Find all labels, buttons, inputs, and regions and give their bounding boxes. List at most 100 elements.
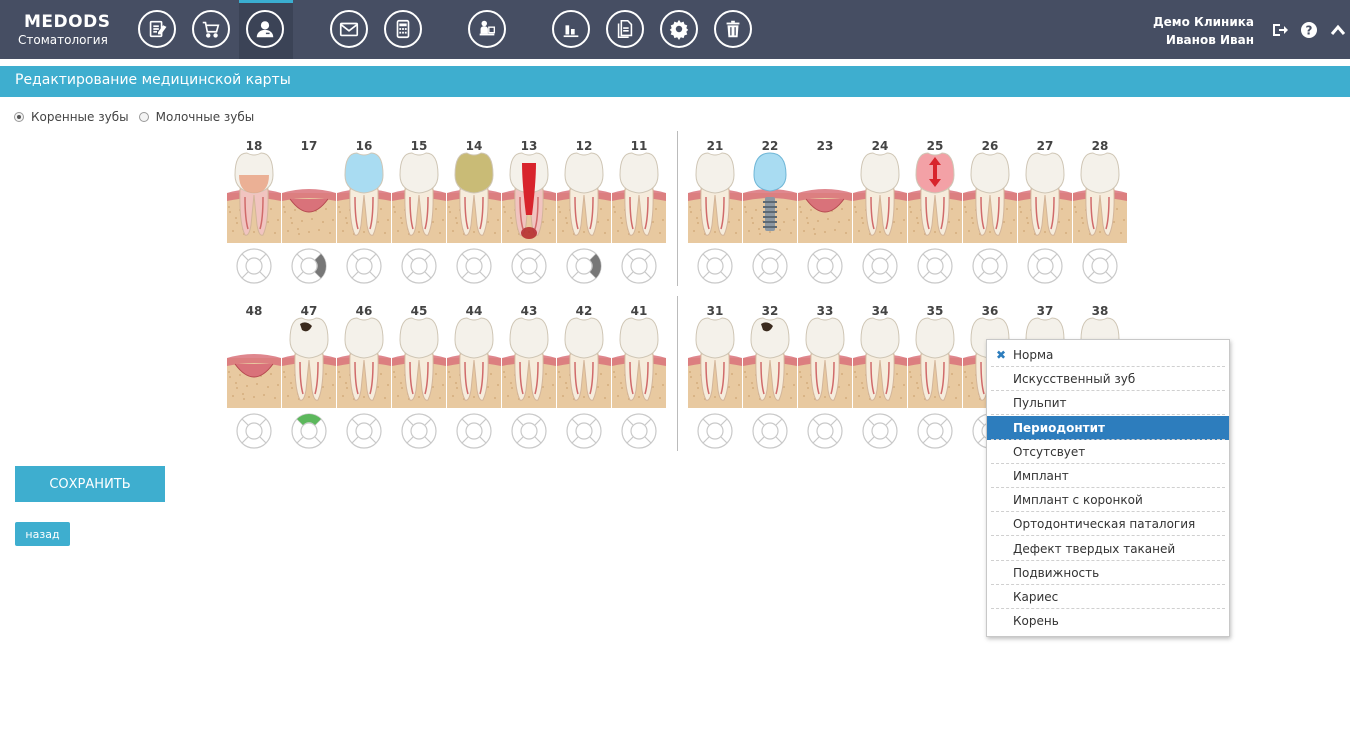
menu-item-8[interactable]: Дефект твердых таканей (987, 537, 1229, 561)
tooth-surface-diagram-45[interactable] (400, 412, 438, 450)
tooth-43[interactable] (502, 310, 556, 410)
radio-permanent-teeth[interactable] (14, 112, 24, 122)
tooth-22[interactable] (743, 145, 797, 245)
chevron-up-icon[interactable] (1329, 21, 1347, 39)
tooth-surface-diagram-11[interactable] (620, 247, 658, 285)
tooth-surface-diagram-21[interactable] (696, 247, 734, 285)
cart-icon[interactable] (192, 10, 230, 48)
tooth-35[interactable] (908, 310, 962, 410)
mail-icon[interactable] (330, 10, 368, 48)
tooth-surface-diagram-35[interactable] (916, 412, 954, 450)
radio-permanent-label[interactable]: Коренные зубы (31, 110, 129, 124)
tooth-25[interactable] (908, 145, 962, 245)
chart-bars-icon[interactable] (552, 10, 590, 48)
tooth-13[interactable] (502, 145, 556, 245)
tooth-surface-diagram-17[interactable] (290, 247, 328, 285)
menu-item-9[interactable]: Подвижность (987, 561, 1229, 585)
tooth-surface-diagram-15[interactable] (400, 247, 438, 285)
menu-item-label: Корень (1013, 614, 1059, 629)
tooth-15[interactable] (392, 145, 446, 245)
save-button[interactable]: СОХРАНИТЬ (15, 466, 165, 502)
tooth-16[interactable] (337, 145, 391, 245)
tooth-surface-diagram-13[interactable] (510, 247, 548, 285)
tooth-surface-diagram-26[interactable] (971, 247, 1009, 285)
menu-item-5[interactable]: Имплант (987, 464, 1229, 488)
tooth-32[interactable] (743, 310, 797, 410)
tooth-surface-diagram-18[interactable] (235, 247, 273, 285)
menu-separator (991, 583, 1225, 585)
tooth-surface-diagram-47[interactable] (290, 412, 328, 450)
doctor-desk-icon[interactable] (468, 10, 506, 48)
tooth-surface-diagram-32[interactable] (751, 412, 789, 450)
tooth-surface-diagram-44[interactable] (455, 412, 493, 450)
radio-baby-label[interactable]: Молочные зубы (155, 110, 255, 124)
calculator-icon[interactable] (384, 10, 422, 48)
tooth-28[interactable] (1073, 145, 1127, 245)
tooth-surface-diagram-14[interactable] (455, 247, 493, 285)
tooth-surface-diagram-28[interactable] (1081, 247, 1119, 285)
tooth-surface-diagram-31[interactable] (696, 412, 734, 450)
tooth-14[interactable] (447, 145, 501, 245)
menu-separator (991, 438, 1225, 440)
tooth-surface-diagram-42[interactable] (565, 412, 603, 450)
tooth-44[interactable] (447, 310, 501, 410)
tooth-31[interactable] (688, 310, 742, 410)
menu-item-2[interactable]: Пульпит (987, 391, 1229, 416)
tooth-surface-diagram-33[interactable] (806, 412, 844, 450)
tooth-48[interactable] (227, 310, 281, 410)
tooth-34[interactable] (853, 310, 907, 410)
user-icon[interactable] (246, 10, 284, 48)
tooth-surface-diagram-27[interactable] (1026, 247, 1064, 285)
tooth-surface-diagram-16[interactable] (345, 247, 383, 285)
tooth-18[interactable] (227, 145, 281, 245)
menu-item-7[interactable]: Ортодонтическая паталогия (987, 512, 1229, 537)
help-icon[interactable]: ? (1300, 21, 1318, 39)
tooth-45[interactable] (392, 310, 446, 410)
trash-icon[interactable] (714, 10, 752, 48)
tooth-42[interactable] (557, 310, 611, 410)
tooth-number-25: 25 (926, 139, 944, 153)
brand-logo[interactable]: MEDODS Стоматология (18, 12, 110, 47)
tooth-surface-diagram-48[interactable] (235, 412, 273, 450)
gear-icon[interactable] (660, 10, 698, 48)
logout-icon[interactable] (1271, 21, 1289, 39)
tooth-47[interactable] (282, 310, 336, 410)
tooth-surface-diagram-41[interactable] (620, 412, 658, 450)
tooth-surface-diagram-24[interactable] (861, 247, 899, 285)
tooth-surface-diagram-23[interactable] (806, 247, 844, 285)
tooth-surface-diagram-12[interactable] (565, 247, 603, 285)
menu-item-label: Искусственный зуб (1013, 372, 1136, 387)
menu-item-4[interactable]: Отсутсвует (987, 440, 1229, 464)
back-button[interactable]: назад (15, 522, 70, 546)
tooth-surface-diagram-34[interactable] (861, 412, 899, 450)
tooth-12[interactable] (557, 145, 611, 245)
documents-icon[interactable] (606, 10, 644, 48)
tooth-number-14: 14 (465, 139, 483, 153)
tooth-33[interactable] (798, 310, 852, 410)
menu-item-11[interactable]: Корень (987, 609, 1229, 633)
tooth-surface-diagram-22[interactable] (751, 247, 789, 285)
tooth-41[interactable] (612, 310, 666, 410)
menu-item-6[interactable]: Имплант с коронкой (987, 488, 1229, 513)
edit-document-icon[interactable] (138, 10, 176, 48)
radio-baby-teeth[interactable] (138, 112, 149, 122)
tooth-surface-diagram-43[interactable] (510, 412, 548, 450)
tooth-24[interactable] (853, 145, 907, 245)
tooth-11[interactable] (612, 145, 666, 245)
tooth-46[interactable] (337, 310, 391, 410)
tooth-23[interactable] (798, 145, 852, 245)
tooth-27[interactable] (1018, 145, 1072, 245)
menu-item-1[interactable]: Искусственный зуб (987, 367, 1229, 392)
menu-item-label: Периодонтит (1013, 420, 1105, 435)
menu-item-10[interactable]: Кариес (987, 585, 1229, 609)
menu-item-0[interactable]: ✖ Норма (987, 343, 1229, 367)
tooth-21[interactable] (688, 145, 742, 245)
menu-item-3[interactable]: Периодонтит (987, 415, 1229, 440)
tooth-surface-diagram-46[interactable] (345, 412, 383, 450)
user-info[interactable]: Демо Клиника Иванов Иван (1153, 13, 1254, 49)
header-separator (0, 59, 1350, 66)
tooth-surface-diagram-25[interactable] (916, 247, 954, 285)
tooth-17[interactable] (282, 145, 336, 245)
top-navigation-bar: MEDODS Стоматология Демо Клиника Иванов … (0, 0, 1350, 59)
tooth-26[interactable] (963, 145, 1017, 245)
